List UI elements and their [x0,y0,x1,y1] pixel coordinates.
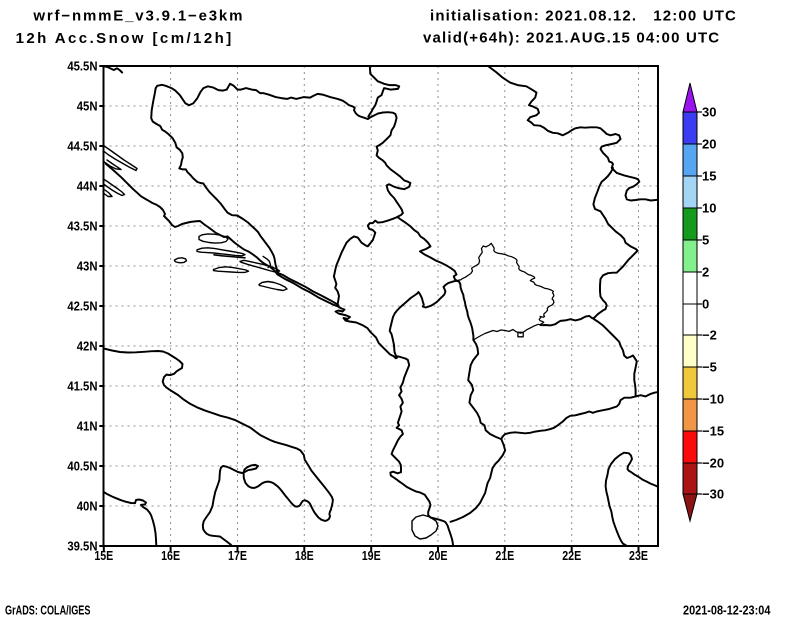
svg-text:0: 0 [702,297,709,312]
svg-text:44.5N: 44.5N [67,139,97,154]
svg-text:valid(+64h): 2021.AUG.15 04:00: valid(+64h): 2021.AUG.15 04:00 UTC [423,30,720,47]
svg-text:initialisation: 2021.08.12.: initialisation: 2021.08.12. 12:00 UTC [430,7,737,24]
svg-text:39.5N: 39.5N [67,539,97,554]
svg-text:−5: −5 [702,360,717,375]
svg-text:−10: −10 [702,392,724,407]
svg-text:−30: −30 [702,487,724,502]
svg-text:15E: 15E [94,548,113,563]
svg-text:12h Acc.Snow [cm/12h]: 12h Acc.Snow [cm/12h] [16,30,234,47]
svg-text:GrADS: COLA/IGES: GrADS: COLA/IGES [5,604,91,618]
svg-text:−2: −2 [702,328,717,343]
svg-text:17E: 17E [228,548,247,563]
svg-text:42.5N: 42.5N [67,299,97,314]
svg-text:20: 20 [702,137,716,152]
svg-text:40.5N: 40.5N [67,459,97,474]
svg-text:10: 10 [702,201,716,216]
svg-text:43.5N: 43.5N [67,219,97,234]
svg-text:22E: 22E [562,548,581,563]
svg-text:43N: 43N [77,259,98,274]
svg-text:5: 5 [702,233,709,248]
svg-text:wrf−nmmE_v3.9.1−e3km: wrf−nmmE_v3.9.1−e3km [32,8,244,25]
svg-text:45N: 45N [77,99,98,114]
svg-text:2021-08-12-23:04: 2021-08-12-23:04 [683,603,771,618]
svg-text:20E: 20E [429,548,448,563]
svg-text:41N: 41N [77,419,98,434]
svg-text:30: 30 [702,105,716,120]
svg-text:−15: −15 [702,424,724,439]
svg-text:42N: 42N [77,339,98,354]
svg-text:23E: 23E [629,548,648,563]
svg-text:−20: −20 [702,456,724,471]
svg-text:16E: 16E [161,548,180,563]
svg-text:2: 2 [702,265,709,280]
svg-text:45.5N: 45.5N [67,59,97,74]
svg-text:41.5N: 41.5N [67,379,97,394]
svg-text:21E: 21E [495,548,514,563]
svg-text:18E: 18E [295,548,314,563]
svg-text:15: 15 [702,169,716,184]
svg-text:44N: 44N [77,179,98,194]
svg-text:19E: 19E [362,548,381,563]
svg-text:40N: 40N [77,499,98,514]
